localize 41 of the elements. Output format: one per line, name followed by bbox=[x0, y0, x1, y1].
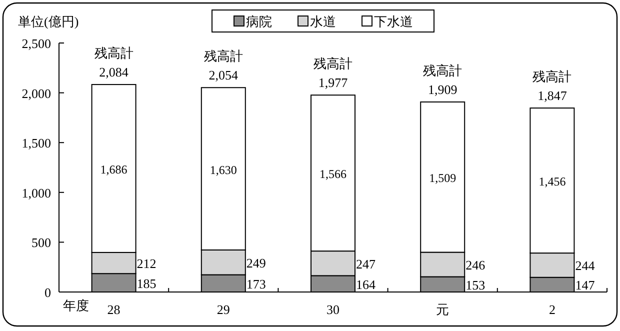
bar bbox=[310, 94, 356, 252]
data-label: 1,630 bbox=[210, 162, 237, 177]
bar bbox=[91, 84, 136, 253]
data-label: 212 bbox=[136, 256, 156, 272]
total-label: 残高計 2,084 bbox=[94, 46, 134, 80]
x-axis-title: 年度 bbox=[63, 298, 89, 313]
data-label: 247 bbox=[356, 256, 376, 272]
data-label: 147 bbox=[575, 278, 596, 293]
total-label: 残高計 1,847 bbox=[532, 69, 572, 104]
legend-label: 病院 bbox=[246, 14, 272, 29]
y-tick-label: 0 bbox=[44, 285, 51, 300]
x-tick-label: 29 bbox=[216, 302, 230, 317]
y-axis-title: 単位(億円) bbox=[18, 14, 79, 29]
data-label: 1,509 bbox=[429, 171, 456, 186]
x-tick-label: 30 bbox=[326, 302, 340, 317]
y-tick-label: 2,000 bbox=[22, 86, 51, 101]
data-label: 249 bbox=[246, 255, 266, 270]
data-label: 1,566 bbox=[320, 167, 346, 182]
data-label: 246 bbox=[466, 258, 486, 273]
data-label: 173 bbox=[246, 276, 266, 292]
x-tick-label: 2 bbox=[548, 302, 556, 317]
bar bbox=[420, 101, 466, 253]
data-label: 185 bbox=[136, 276, 156, 291]
total-label: 残高計 1,977 bbox=[314, 56, 352, 90]
data-label: 1,456 bbox=[538, 174, 566, 189]
data-label: 164 bbox=[356, 276, 376, 292]
bar bbox=[530, 108, 575, 254]
y-tick-label: 500 bbox=[32, 235, 51, 250]
bar bbox=[200, 87, 246, 250]
y-tick-label: 1,000 bbox=[22, 185, 51, 200]
data-label: 1,686 bbox=[100, 162, 128, 176]
y-tick-label: 2,500 bbox=[22, 36, 51, 51]
legend-label: 下水道 bbox=[374, 14, 413, 29]
data-label: 244 bbox=[575, 258, 596, 274]
total-label: 残高計 1,909 bbox=[423, 62, 462, 97]
x-tick-label: 28 bbox=[107, 302, 120, 317]
x-tick-label: 元 bbox=[436, 302, 450, 317]
total-label: 残高計 2,054 bbox=[204, 48, 243, 83]
data-label: 153 bbox=[466, 277, 486, 292]
y-tick-label: 1,500 bbox=[22, 136, 51, 151]
legend-label: 水道 bbox=[310, 14, 336, 29]
